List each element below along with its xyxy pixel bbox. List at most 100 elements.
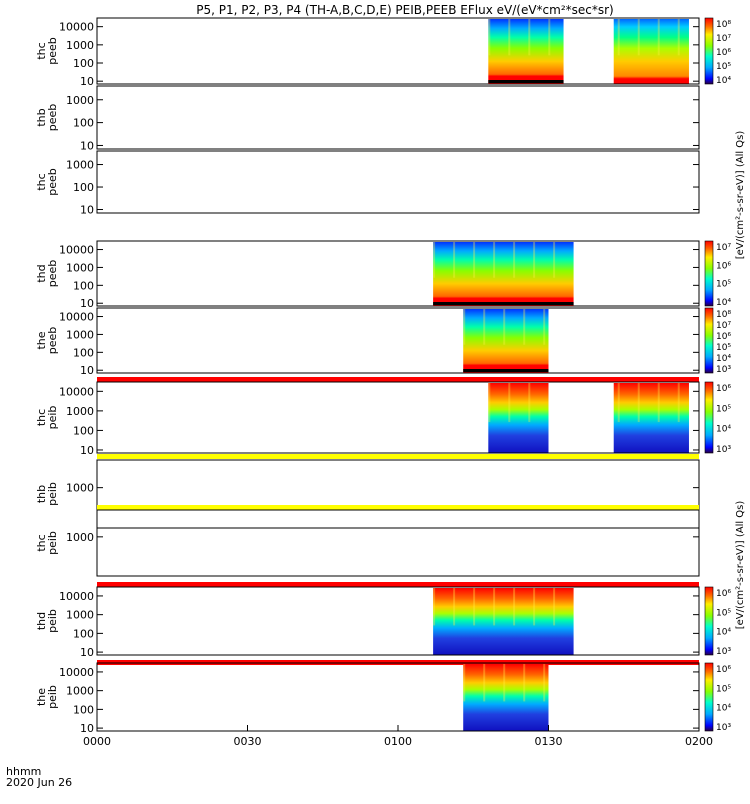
data-stripe <box>508 383 511 423</box>
x-caption-units: hhmm <box>6 765 41 778</box>
data-stripe <box>513 242 516 278</box>
flag-bar-red <box>97 377 699 382</box>
data-stripe <box>433 588 436 626</box>
spacecraft-potential-line <box>463 369 549 372</box>
panel-frame <box>96 381 700 454</box>
colorbar-tick-label: 10⁵ <box>716 684 731 694</box>
panel-label: thepeib <box>35 685 59 709</box>
x-tick-label: 0000 <box>83 735 111 748</box>
colorbar-tick-label: 10⁴ <box>716 354 731 364</box>
data-stripe <box>488 383 491 423</box>
y-tick-label: 1000 <box>66 328 94 341</box>
y-tick-label: 100 <box>73 117 94 130</box>
y-tick-label: 1000 <box>66 531 94 544</box>
colorbar-tick-label: 10⁷ <box>716 243 731 253</box>
data-stripe <box>523 309 526 345</box>
colorbar-tick-label: 10⁴ <box>716 76 731 86</box>
data-stripe <box>483 664 486 702</box>
colorbar-tick-label: 10⁷ <box>716 321 731 331</box>
y-tick-label: 1000 <box>66 482 94 495</box>
data-stripe <box>508 19 511 56</box>
data-stripe <box>463 309 466 345</box>
colorbar-tick-label: 10⁶ <box>716 589 731 599</box>
colorbar-tick-label: 10⁵ <box>716 608 731 618</box>
y-tick-label: 1000 <box>66 39 94 52</box>
x-tick-label: 0130 <box>535 735 563 748</box>
colorbar <box>704 662 714 732</box>
data-block-1 <box>488 383 549 453</box>
y-tick-label: 1000 <box>66 94 94 107</box>
panel-label: thbpeeb <box>35 104 59 132</box>
panel-frame <box>96 586 700 656</box>
panel-9: 10000 1000 100 10 thdpeib 10⁶ 10⁵ 10⁴ 10³ <box>35 582 731 659</box>
colorbar-tick-label: 10⁷ <box>716 34 731 44</box>
colorbar-title-ion: [eV/(cm²-s-sr-eV)] (All Qs) <box>735 501 746 630</box>
data-stripe <box>433 242 436 278</box>
colorbar <box>704 586 714 656</box>
data-stripe <box>543 664 546 702</box>
data-stripe <box>637 383 640 423</box>
y-tick-label: 10 <box>80 75 94 88</box>
panel-label: thcpeeb <box>35 37 59 65</box>
colorbar-tick-label: 10⁵ <box>716 404 731 414</box>
colorbar-tick-label: 10⁴ <box>716 298 731 308</box>
panel-6: 10000 1000 100 10 thcpeib 10⁶ 10⁵ 10⁴ 10³ <box>35 377 731 457</box>
panel-frame <box>96 85 700 150</box>
colorbar-tick-label: 10⁴ <box>716 425 731 435</box>
data-stripe <box>493 588 496 626</box>
colorbar-tick-label: 10⁵ <box>716 343 731 353</box>
y-tick-label: 1000 <box>66 405 94 418</box>
flag-bar-yellow <box>97 454 699 459</box>
data-block-1 <box>488 19 564 84</box>
y-tick-label: 100 <box>73 703 94 716</box>
panel-label: thdpeib <box>35 609 59 633</box>
data-block-1 <box>463 309 549 373</box>
data-stripe <box>617 19 620 56</box>
data-stripe <box>488 19 491 56</box>
data-stripe <box>473 588 476 626</box>
panel-label: thcpeib <box>35 406 59 430</box>
panel-8: 1000 thcpeib <box>35 505 700 577</box>
colorbar-tick-label: 10⁴ <box>716 704 731 714</box>
y-tick-label: 10 <box>80 204 94 217</box>
colorbar-tick-label: 10⁶ <box>716 261 731 271</box>
panel-4: 10000 1000 100 10 thdpeeb 10⁷ 10⁶ 10⁵ 10⁴ <box>35 240 731 310</box>
colorbar <box>704 307 714 374</box>
y-tick-label: 1000 <box>66 685 94 698</box>
data-stripe <box>553 242 556 278</box>
colorbar <box>704 17 714 85</box>
y-tick-label: 10000 <box>59 244 94 257</box>
y-tick-label: 10000 <box>59 385 94 398</box>
data-stripe <box>677 19 680 56</box>
x-caption-date: 2020 Jun 26 <box>6 776 72 789</box>
colorbar-tick-label: 10⁸ <box>716 310 731 320</box>
y-tick-label: 10000 <box>59 21 94 34</box>
colorbar-tick-label: 10⁶ <box>716 384 731 394</box>
x-tick-label: 0100 <box>384 735 412 748</box>
y-tick-label: 100 <box>73 181 94 194</box>
panel-7: 1000 thbpeib <box>35 454 700 529</box>
data-stripe <box>463 664 466 702</box>
data-stripe <box>657 19 660 56</box>
colorbar-tick-label: 10³ <box>716 445 731 455</box>
panel-10: 10000 1000 100 10 thepeib 10⁶ 10⁵ 10⁴ 10³ <box>35 660 731 735</box>
y-tick-label: 100 <box>73 279 94 292</box>
data-stripe <box>513 588 516 626</box>
x-axis: 0000 0030 0100 0130 0200 <box>83 725 713 748</box>
y-tick-label: 100 <box>73 627 94 640</box>
x-tick-label: 0200 <box>685 735 713 748</box>
panel-label: thcpeeb <box>35 168 59 196</box>
data-block-2 <box>613 19 689 84</box>
colorbar <box>704 240 714 307</box>
y-tick-label: 10 <box>80 444 94 457</box>
y-tick-label: 10 <box>80 646 94 659</box>
panel-frame <box>96 307 700 374</box>
y-tick-label: 10 <box>80 297 94 310</box>
panel-label: thbpeib <box>35 482 59 506</box>
colorbar-tick-label: 10⁶ <box>716 48 731 58</box>
y-tick-label: 1000 <box>66 159 94 172</box>
data-stripe <box>637 19 640 56</box>
data-stripe <box>677 383 680 423</box>
